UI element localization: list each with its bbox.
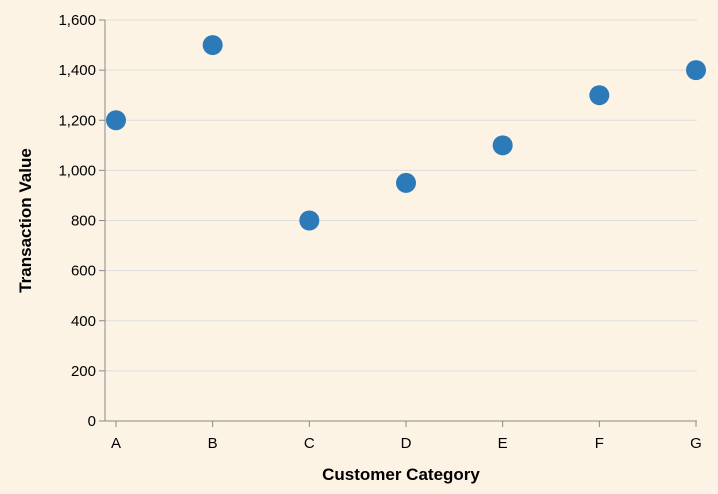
data-point-d[interactable] [396,172,416,193]
x-axis: A B C D E F G [105,420,702,452]
y-tick-label: 1,200 [58,112,96,129]
y-tick-label: 200 [71,363,96,380]
x-tick-label: C [304,435,315,452]
data-point-a[interactable] [106,110,126,131]
y-tick-label: 1,600 [58,12,96,29]
data-points [106,35,706,231]
y-tick-label: 400 [71,313,96,330]
data-point-c[interactable] [299,210,320,231]
y-tick-label: 0 [88,413,96,430]
y-tick-label: 1,000 [58,162,96,179]
gridlines [105,19,697,372]
data-point-e[interactable] [492,135,513,156]
x-tick-label: D [401,435,412,452]
x-axis-title: Customer Category [322,465,480,484]
data-point-g[interactable] [686,60,706,81]
data-point-f[interactable] [589,85,610,106]
x-tick-label: E [498,435,508,452]
x-tick-label: F [595,435,604,452]
y-tick-label: 800 [71,213,96,230]
x-tick-label: G [690,435,702,452]
x-tick-label: B [208,435,218,452]
y-tick-label: 1,400 [58,62,96,79]
data-point-b[interactable] [202,35,223,56]
x-tick-label: A [111,435,121,452]
y-axis: 0 200 400 600 800 1,000 1,200 1,400 1,600 [58,12,106,430]
y-axis-title: Transaction Value [16,148,35,293]
y-tick-label: 600 [71,263,96,280]
